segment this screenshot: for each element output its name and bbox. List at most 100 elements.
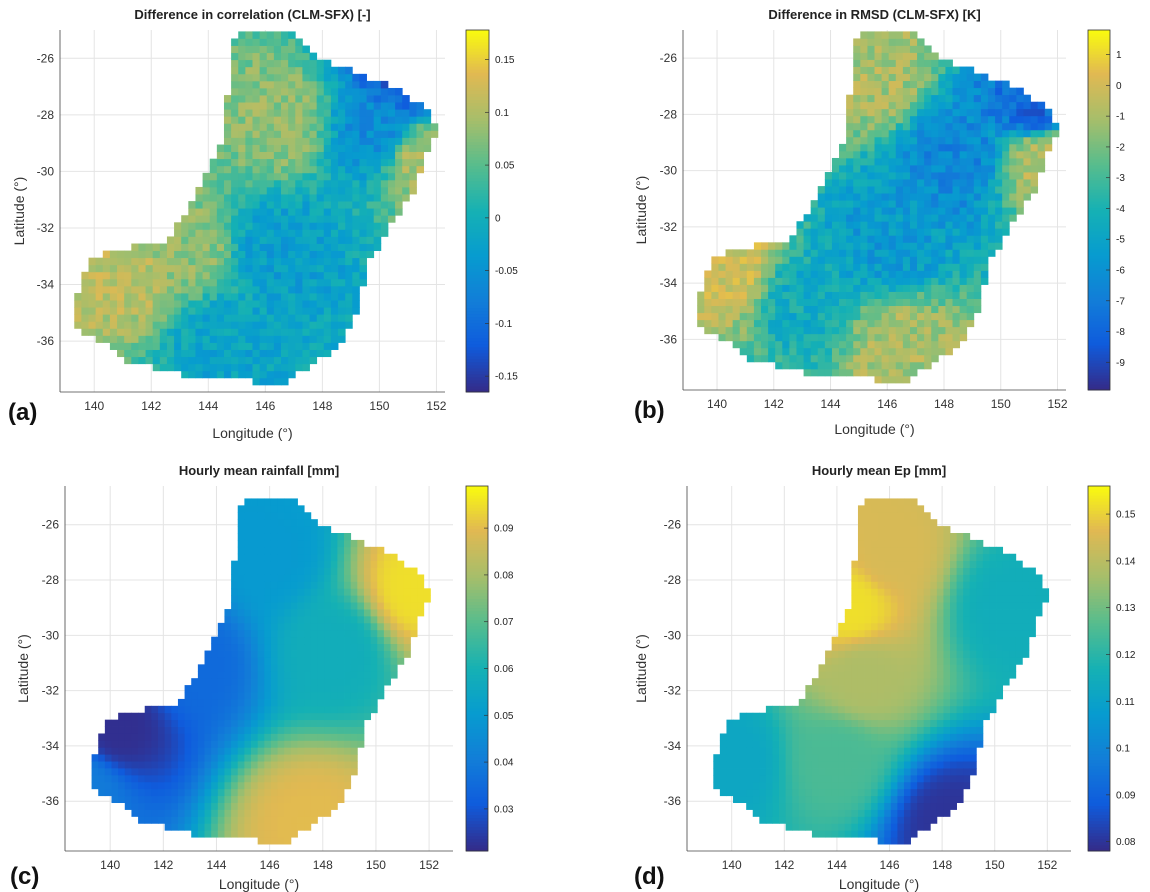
- heatmap-cell: [938, 129, 946, 138]
- heatmap-cell: [867, 242, 875, 250]
- heatmap-cell: [197, 830, 205, 838]
- heatmap-cell: [846, 319, 854, 328]
- colorbar-segment: [466, 54, 489, 58]
- colorbar-segment: [466, 373, 489, 378]
- heatmap-cell: [231, 370, 239, 379]
- heatmap-cell: [725, 291, 734, 299]
- colorbar-segment: [466, 747, 488, 752]
- heatmap-cell: [337, 643, 345, 651]
- heatmap-cell: [264, 574, 272, 582]
- heatmap-cell: [765, 809, 773, 817]
- heatmap-cell: [202, 335, 211, 343]
- heatmap-cell: [761, 242, 769, 250]
- y-tick-label: -32: [37, 221, 55, 235]
- heatmap-cell: [74, 293, 82, 301]
- heatmap-cell: [117, 307, 125, 315]
- heatmap-cell: [264, 533, 272, 541]
- colorbar-segment: [1088, 105, 1110, 109]
- heatmap-cell: [759, 781, 767, 790]
- heatmap-cell: [245, 45, 253, 54]
- heatmap-cell: [223, 123, 232, 131]
- heatmap-cell: [273, 38, 282, 46]
- heatmap-cell: [277, 809, 285, 817]
- colorbar-segment: [466, 307, 489, 312]
- heatmap-cell: [810, 354, 819, 363]
- colorbar-segment: [466, 78, 489, 82]
- heatmap-cell: [158, 788, 166, 797]
- heatmap-cell: [938, 340, 946, 349]
- heatmap-cell: [310, 664, 318, 672]
- heatmap-cell: [171, 726, 179, 734]
- heatmap-cell: [324, 809, 332, 817]
- heatmap-cell: [188, 314, 196, 322]
- heatmap-cell: [874, 361, 882, 370]
- heatmap-cell: [252, 229, 261, 237]
- heatmap-cell: [1023, 193, 1031, 201]
- heatmap-cell: [363, 567, 372, 575]
- heatmap-cell: [131, 257, 139, 266]
- heatmap-cell: [295, 66, 303, 75]
- heatmap-cell: [839, 368, 847, 377]
- heatmap-cell: [952, 186, 961, 194]
- heatmap-cell: [409, 179, 417, 188]
- heatmap-cell: [252, 73, 261, 82]
- heatmap-cell: [202, 363, 211, 372]
- heatmap-cell: [266, 186, 275, 195]
- heatmap-cell: [344, 546, 352, 555]
- heatmap-cell: [231, 795, 239, 804]
- heatmap-cell: [775, 305, 783, 314]
- heatmap-cell: [159, 307, 168, 315]
- heatmap-cell: [151, 809, 159, 817]
- heatmap-cell: [330, 643, 338, 651]
- heatmap-cell: [345, 66, 353, 75]
- heatmap-cell: [195, 356, 203, 365]
- heatmap-cell: [387, 137, 396, 145]
- heatmap-cell: [796, 333, 804, 342]
- heatmap-cell: [895, 242, 904, 250]
- heatmap-cell: [237, 664, 245, 672]
- heatmap-cell: [323, 165, 332, 174]
- heatmap-cell: [231, 629, 239, 638]
- heatmap-cell: [111, 761, 119, 769]
- heatmap-cell: [338, 95, 346, 103]
- heatmap-cell: [166, 307, 175, 315]
- heatmap-cell: [330, 307, 339, 315]
- heatmap-cell: [231, 643, 239, 651]
- heatmap-cell: [252, 38, 261, 46]
- heatmap-cell: [290, 733, 298, 741]
- colorbar-segment: [466, 519, 488, 523]
- heatmap-cell: [768, 305, 776, 314]
- heatmap-cell: [152, 356, 161, 365]
- heatmap-cell: [310, 567, 318, 575]
- heatmap-cell: [1016, 186, 1024, 194]
- heatmap-cell: [231, 87, 239, 96]
- heatmap-cell: [387, 151, 396, 160]
- heatmap-cell: [223, 300, 232, 308]
- heatmap-cell: [874, 31, 882, 39]
- heatmap-cell: [895, 108, 904, 117]
- colorbar-segment: [466, 192, 489, 197]
- heatmap-cell: [211, 830, 219, 838]
- heatmap-cell: [718, 305, 726, 314]
- heatmap-cell: [357, 567, 365, 575]
- heatmap-cell: [266, 342, 275, 350]
- heatmap-cell: [131, 321, 139, 329]
- heatmap-cell: [739, 774, 747, 783]
- heatmap-cell: [251, 740, 259, 748]
- colorbar-segment: [466, 592, 488, 596]
- heatmap-cell: [159, 250, 168, 259]
- heatmap-cell: [202, 179, 211, 188]
- heatmap-cell: [211, 698, 219, 707]
- heatmap-cell: [831, 277, 840, 285]
- heatmap-cell: [131, 754, 139, 762]
- heatmap-cell: [959, 115, 968, 124]
- heatmap-cell: [216, 236, 225, 244]
- heatmap-cell: [945, 298, 953, 307]
- heatmap-cell: [853, 165, 861, 173]
- heatmap-cell: [373, 102, 382, 110]
- colorbar-tick-label: -1: [1116, 112, 1125, 123]
- colorbar-segment: [466, 534, 488, 539]
- heatmap-cell: [281, 342, 289, 350]
- colorbar-segment: [466, 589, 488, 593]
- heatmap-cell: [259, 116, 268, 124]
